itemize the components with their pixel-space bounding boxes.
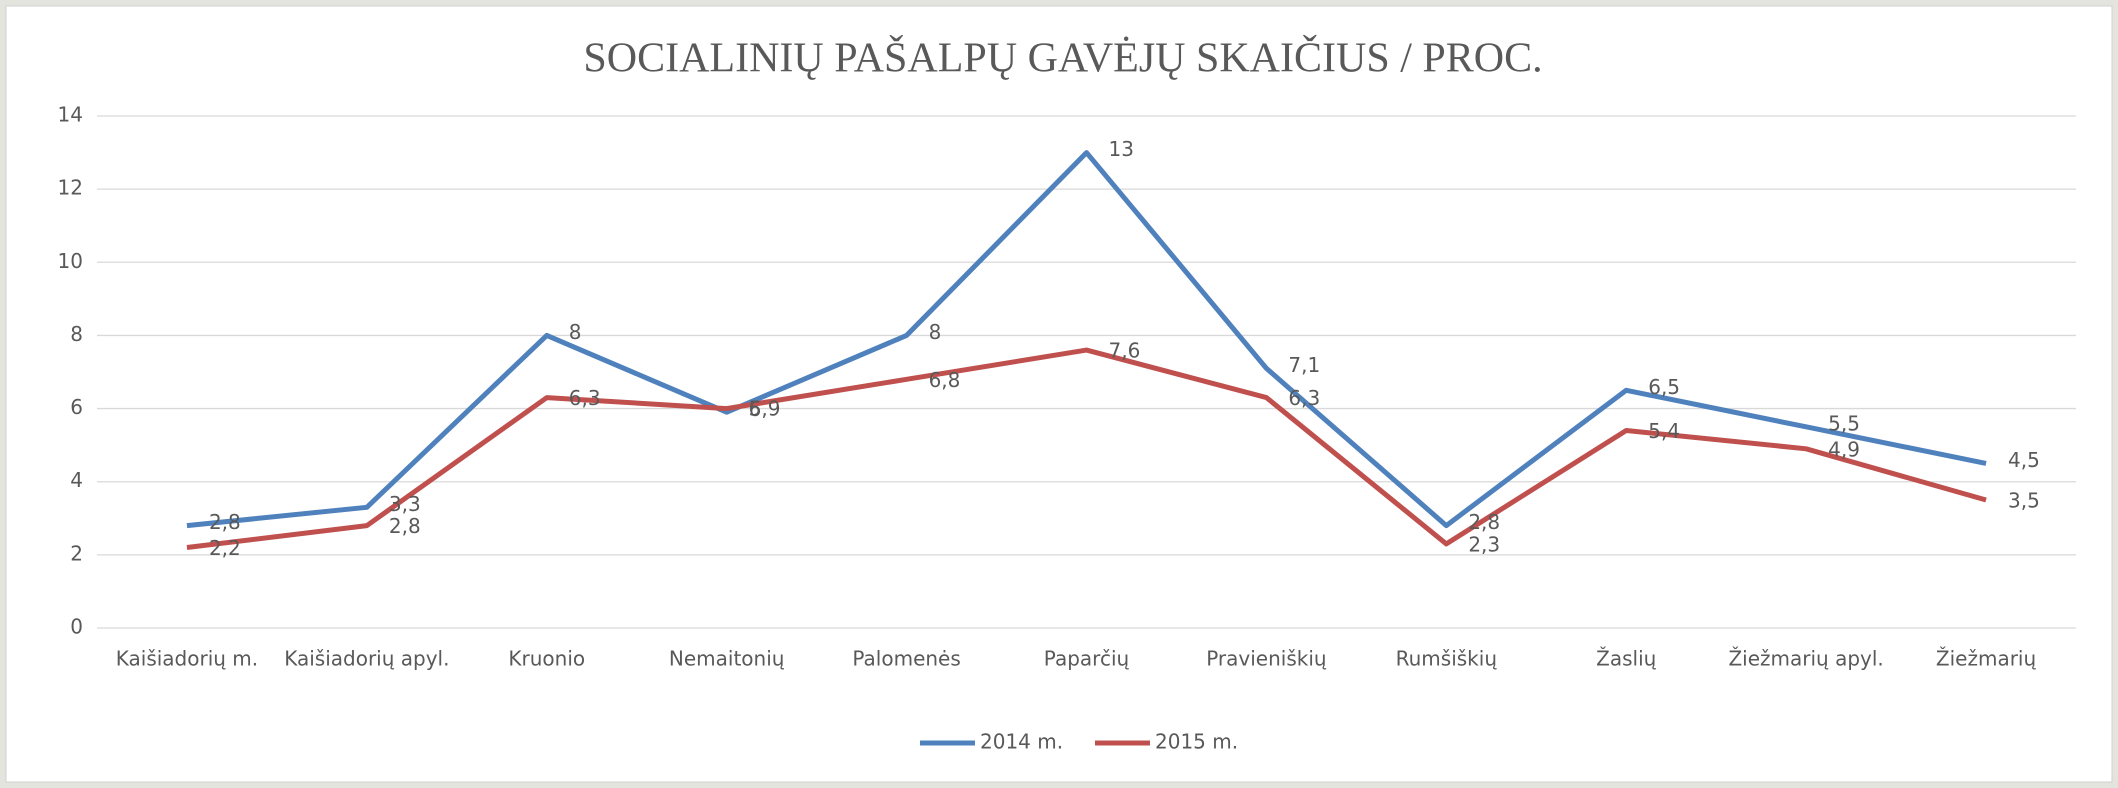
data-label: 5,5	[1828, 411, 1860, 435]
x-tick-label: Rumšiškių	[1396, 647, 1498, 671]
series-line	[186, 347, 1987, 551]
y-tick-label: 8	[70, 322, 83, 346]
data-label: 6,3	[1288, 386, 1320, 410]
y-tick-label: 0	[70, 615, 83, 639]
x-tick-label: Nemaitonių	[669, 647, 785, 671]
data-label: 5,4	[1648, 419, 1680, 443]
data-label: 4,9	[1828, 437, 1860, 461]
data-label: 2,8	[209, 510, 241, 534]
x-tick-label: Kaišiadorių m.	[116, 647, 258, 671]
data-label: 7,6	[1109, 339, 1141, 363]
data-label: 2,2	[209, 536, 241, 560]
data-label: 2,8	[389, 514, 421, 538]
data-label: 8	[929, 320, 942, 344]
data-label: 8	[569, 320, 582, 344]
y-tick-label: 6	[70, 395, 83, 419]
data-label: 6	[749, 397, 762, 421]
x-tick-label: Žiežmarių apyl.	[1728, 647, 1883, 671]
legend-label: 2014 m.	[980, 730, 1063, 754]
legend-label: 2015 m.	[1155, 730, 1238, 754]
data-label: 7,1	[1288, 353, 1320, 377]
x-tick-label: Žaslių	[1596, 647, 1656, 671]
x-tick-label: Pravieniškių	[1206, 647, 1327, 671]
y-tick-label: 4	[70, 468, 83, 492]
data-label: 5,9	[749, 397, 781, 421]
chart-frame	[5, 5, 2113, 783]
data-label: 13	[1109, 137, 1134, 161]
data-label: 6,5	[1648, 375, 1680, 399]
data-label: 3,5	[2008, 489, 2040, 513]
y-tick-label: 10	[58, 249, 83, 273]
data-label: 3,3	[389, 492, 421, 516]
y-tick-label: 12	[58, 176, 83, 200]
x-tick-label: Paparčių	[1044, 647, 1130, 671]
x-tick-label: Žiežmarių	[1936, 647, 2037, 671]
data-label: 6,3	[569, 386, 601, 410]
y-tick-label: 14	[58, 103, 83, 127]
x-tick-label: Kaišiadorių apyl.	[284, 647, 449, 671]
y-tick-label: 2	[70, 541, 83, 565]
x-tick-label: Kruonio	[508, 647, 585, 671]
data-label: 2,3	[1468, 532, 1500, 556]
data-label: 4,5	[2008, 448, 2040, 472]
data-label: 6,8	[929, 368, 961, 392]
series-line	[186, 150, 1987, 529]
chart-title: SOCIALINIŲ PAŠALPŲ GAVĖJŲ SKAIČIUS / PRO…	[583, 35, 1542, 82]
data-label: 2,8	[1468, 510, 1500, 534]
x-tick-label: Palomenės	[852, 647, 960, 671]
